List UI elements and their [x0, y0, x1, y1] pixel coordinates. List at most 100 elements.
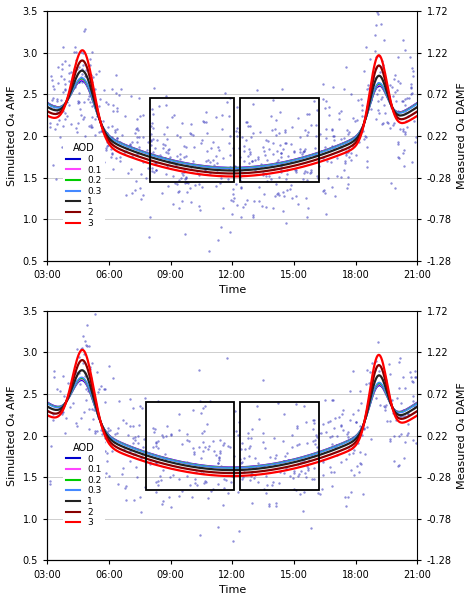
Point: [132, 462, 139, 472]
Point: [128, 188, 136, 198]
Point: [169, 199, 176, 209]
Point: [155, 436, 162, 445]
Point: [104, 426, 112, 436]
Point: [74, 119, 82, 128]
Point: [401, 101, 409, 110]
Point: [50, 84, 58, 94]
Point: [78, 343, 86, 353]
Point: [170, 110, 177, 120]
Point: [271, 125, 279, 134]
Point: [154, 480, 162, 490]
Point: [372, 356, 380, 366]
Point: [386, 369, 394, 379]
Point: [366, 54, 374, 64]
Point: [63, 394, 71, 403]
Point: [78, 77, 85, 87]
Point: [202, 477, 210, 487]
Point: [394, 461, 402, 471]
Point: [404, 409, 412, 418]
Point: [312, 430, 320, 440]
Point: [114, 133, 121, 143]
Point: [248, 157, 256, 166]
Point: [214, 459, 221, 468]
Point: [412, 132, 420, 141]
Point: [144, 137, 152, 147]
Point: [178, 197, 186, 206]
Point: [100, 85, 108, 95]
Point: [261, 462, 268, 471]
Point: [240, 146, 248, 156]
Point: [131, 449, 138, 459]
Point: [275, 478, 283, 488]
Point: [253, 462, 260, 471]
Point: [172, 178, 179, 188]
Point: [103, 448, 111, 458]
Point: [257, 159, 265, 169]
Point: [411, 373, 419, 382]
Point: [409, 397, 417, 406]
Point: [346, 153, 353, 163]
Point: [86, 97, 94, 107]
Point: [102, 98, 109, 107]
Point: [217, 222, 225, 232]
Point: [346, 449, 353, 459]
Point: [128, 150, 136, 160]
Point: [86, 55, 94, 64]
Point: [197, 468, 205, 478]
Point: [61, 79, 69, 89]
Point: [88, 122, 96, 132]
Point: [147, 136, 155, 146]
Point: [320, 185, 328, 194]
Point: [342, 63, 349, 72]
Point: [201, 401, 209, 411]
Point: [351, 116, 358, 125]
Point: [61, 56, 69, 66]
Point: [351, 445, 358, 455]
Point: [215, 235, 222, 245]
Point: [245, 452, 253, 461]
Point: [127, 141, 134, 150]
X-axis label: Time: Time: [219, 585, 246, 595]
Point: [82, 25, 89, 34]
Point: [82, 337, 89, 346]
Point: [162, 147, 170, 157]
Point: [390, 432, 398, 441]
Point: [255, 196, 263, 206]
Point: [104, 137, 111, 147]
Point: [101, 433, 109, 443]
Point: [407, 82, 415, 92]
Point: [98, 442, 106, 452]
Point: [246, 443, 253, 453]
Point: [225, 174, 232, 184]
Point: [242, 199, 249, 209]
Point: [381, 405, 388, 414]
Point: [277, 161, 284, 170]
Point: [341, 158, 349, 168]
Point: [80, 113, 88, 122]
Point: [251, 155, 258, 165]
Point: [337, 421, 345, 431]
Point: [95, 384, 103, 394]
Point: [91, 131, 99, 140]
Point: [235, 488, 242, 497]
Point: [331, 442, 339, 452]
Point: [248, 498, 256, 508]
Point: [79, 358, 87, 368]
Point: [343, 126, 350, 135]
Point: [134, 137, 141, 146]
Point: [160, 129, 168, 139]
Point: [111, 430, 118, 439]
Point: [260, 146, 268, 156]
Point: [245, 158, 253, 168]
Point: [408, 63, 415, 72]
Point: [301, 468, 309, 478]
Point: [325, 417, 332, 427]
Point: [275, 173, 283, 182]
Point: [234, 102, 241, 112]
Point: [328, 439, 336, 448]
Point: [122, 190, 130, 200]
Point: [408, 373, 415, 382]
Point: [349, 442, 356, 452]
Point: [101, 385, 109, 394]
Point: [300, 456, 308, 466]
